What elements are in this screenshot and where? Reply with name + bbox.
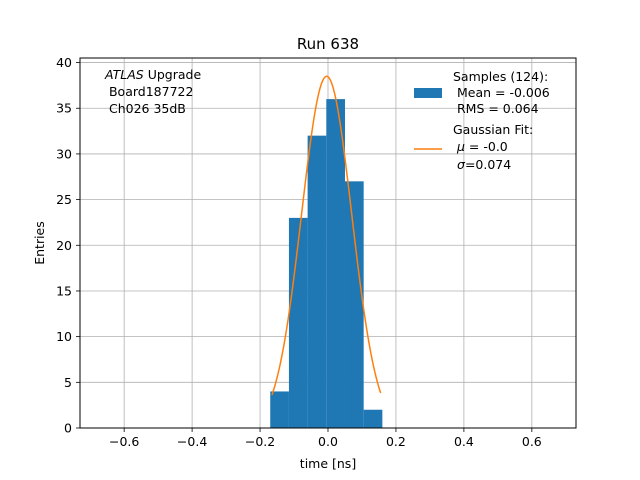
x-axis-ticks: −0.6 −0.4 −0.2 0.0 0.2 0.4 0.6: [109, 428, 542, 449]
y-axis-ticks: 0 5 10 15 20 25 30 35 40: [56, 55, 80, 436]
annotation-line-3: Ch026 35dB: [105, 101, 186, 116]
chart-title: Run 638: [297, 35, 359, 53]
y-tick-label: 20: [56, 238, 72, 253]
x-tick-label: 0.6: [522, 434, 542, 449]
legend-fit-sigma: σ=0.074: [457, 157, 511, 172]
y-tick-label: 0: [64, 421, 72, 436]
annotation-line-1-rest: Upgrade: [144, 67, 202, 82]
annotation-line-1: ATLAS Upgrade: [104, 67, 201, 82]
x-tick-label: 0.0: [318, 434, 338, 449]
y-tick-label: 5: [64, 375, 72, 390]
y-tick-label: 30: [56, 146, 72, 161]
histogram-bar: [326, 99, 345, 428]
legend-fit-mu: μ = -0.0: [456, 139, 508, 154]
x-tick-label: −0.2: [245, 434, 275, 449]
histogram-bar: [307, 135, 327, 428]
annotation-line-2: Board187722: [105, 84, 193, 99]
x-tick-label: 0.4: [454, 434, 474, 449]
y-tick-label: 40: [56, 55, 72, 70]
x-tick-label: −0.6: [109, 434, 139, 449]
legend-fit-line-1: Gaussian Fit:: [453, 122, 533, 137]
x-tick-label: 0.2: [386, 434, 406, 449]
y-axis-label: Entries: [32, 221, 47, 265]
legend-samples-line-3: RMS = 0.064: [453, 101, 539, 116]
y-tick-label: 25: [56, 192, 72, 207]
x-axis-label: time [ns]: [300, 456, 356, 471]
gaussian-fit: [271, 75, 382, 396]
histogram-bar: [270, 391, 289, 428]
histogram-bar: [288, 217, 308, 428]
legend-sigma-value: =0.074: [465, 157, 511, 172]
legend-sigma-symbol: σ: [457, 157, 466, 172]
gaussian-fit-line: [271, 75, 382, 396]
legend-mu-value: = -0.0: [465, 139, 508, 154]
legend-samples-swatch: [414, 88, 442, 98]
atlas-annotation: ATLAS Upgrade Board187722 Ch026 35dB: [104, 67, 201, 116]
legend-mu-symbol: μ: [456, 139, 465, 154]
legend-samples-line-1: Samples (124):: [453, 69, 548, 84]
histogram-bars: [270, 99, 383, 428]
y-tick-label: 35: [56, 101, 72, 116]
legend: Samples (124): Mean = -0.006 RMS = 0.064…: [414, 69, 550, 172]
y-tick-label: 15: [56, 283, 72, 298]
annotation-italic: ATLAS: [104, 67, 144, 82]
legend-samples-line-2: Mean = -0.006: [453, 85, 550, 100]
x-tick-label: −0.4: [177, 434, 207, 449]
histogram-bar: [363, 409, 383, 428]
y-tick-label: 10: [56, 329, 72, 344]
histogram-bar: [344, 181, 364, 428]
